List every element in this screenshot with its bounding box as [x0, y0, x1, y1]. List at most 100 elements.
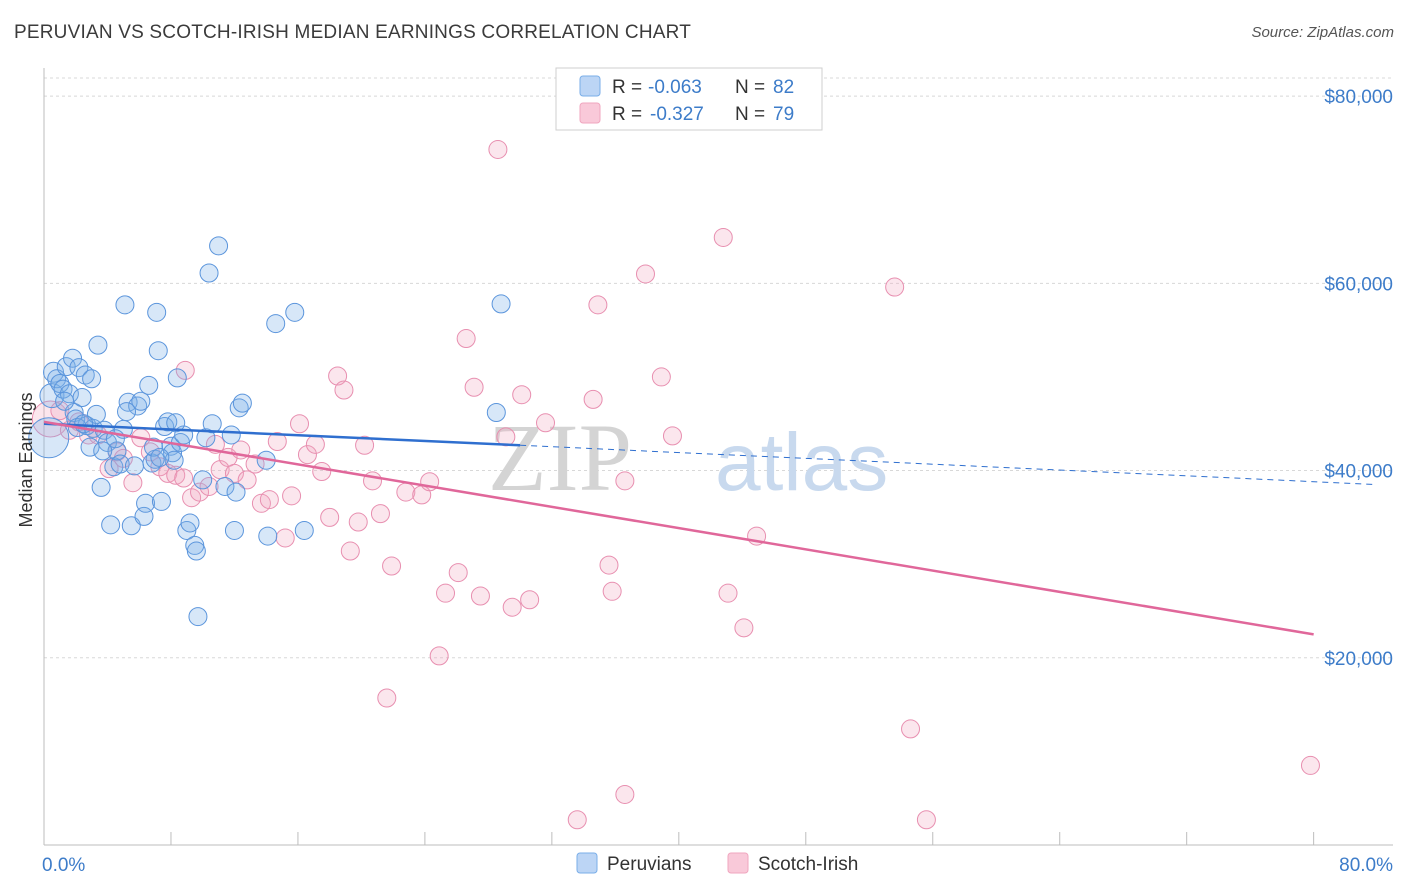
watermark-atlas: atlas — [715, 417, 888, 508]
peruvian-point-56 — [199, 263, 219, 283]
peruvian-point-52 — [186, 541, 206, 561]
y-tick-labels: $20,000 $40,000 $60,000 $80,000 — [1324, 87, 1393, 670]
peruvian-point-42 — [158, 412, 178, 432]
bottom-legend-peruvians: Peruvians — [607, 854, 692, 875]
correlation-legend: R = -0.063 N = 82 R = -0.327 N = 79 — [555, 67, 823, 131]
y-tick-label-3: $80,000 — [1324, 87, 1393, 108]
scotch-irish-point-34 — [305, 434, 325, 454]
scotch-irish-point-70 — [662, 426, 682, 446]
chart-title: PERUVIAN VS SCOTCH-IRISH MEDIAN EARNINGS… — [14, 22, 692, 43]
scotch-irish-point-71 — [713, 227, 733, 247]
peruvian-point-13 — [75, 365, 95, 385]
peruvian-point-59 — [215, 476, 235, 496]
scotch-irish-point-8 — [113, 448, 133, 468]
peruvian-point-18 — [88, 335, 108, 355]
y-axis-label: Median Earnings — [16, 392, 36, 527]
scotch-irish-point-51 — [448, 563, 468, 583]
scotch-irish-point-59 — [520, 590, 540, 610]
peruvian-point-76 — [144, 437, 164, 457]
scotch-irish-point-33 — [297, 445, 317, 465]
peruvian-point-64 — [232, 393, 252, 413]
scotch-irish-point-60 — [536, 413, 556, 433]
scotch-irish-point-32 — [290, 414, 310, 434]
legend-n-value-2: 79 — [773, 104, 794, 125]
scotch-irish-point-38 — [334, 380, 354, 400]
peruvian-point-30 — [124, 456, 144, 476]
peruvian-point-19 — [91, 477, 111, 497]
x-tick-label-min: 0.0% — [42, 855, 85, 876]
peruvian-point-11 — [69, 358, 89, 378]
scotch-irish-point-75 — [885, 277, 905, 297]
peruvian-point-34 — [136, 493, 156, 513]
peruvian-point-66 — [258, 526, 278, 546]
scotch-irish-point-55 — [488, 139, 508, 159]
peruvian-point-12 — [72, 388, 92, 408]
scotch-irish-point-72 — [718, 583, 738, 603]
scotch-irish-point-37 — [328, 366, 348, 386]
scotch-irish-point-25 — [237, 470, 257, 490]
peruvian-point-50 — [180, 513, 200, 533]
trend-lines — [43, 420, 1378, 636]
peruvian-point-27 — [115, 295, 135, 315]
legend-r-label-1: R = — [612, 77, 642, 98]
scotch-irish-point-49 — [429, 646, 449, 666]
legend-swatch-scotch-irish — [579, 102, 601, 124]
peruvian-point-57 — [202, 414, 222, 434]
y-tick-label-2: $60,000 — [1324, 274, 1393, 295]
scotch-irish-point-62 — [583, 389, 603, 409]
peruvian-point-9 — [64, 403, 84, 423]
scotch-irish-point-9 — [123, 473, 143, 493]
peruvian-point-71 — [491, 294, 511, 314]
scotch-irish-point-76 — [901, 719, 921, 739]
scotch-irish-point-64 — [599, 555, 619, 575]
bottom-legend-swatch-peruvians — [576, 852, 598, 874]
y-tick-label-1: $40,000 — [1324, 462, 1393, 483]
peruvian-point-25 — [110, 454, 130, 474]
peruvian-point-54 — [193, 470, 213, 490]
peruvian-point-17 — [86, 404, 106, 424]
peruvian-point-0 — [28, 417, 70, 459]
peruvian-point-32 — [131, 391, 151, 411]
peruvian-point-60 — [221, 425, 241, 445]
scotch-irish-point-45 — [382, 556, 402, 576]
scotch-irish-point-28 — [259, 490, 279, 510]
peruvian-point-39 — [148, 341, 168, 361]
peruvian-point-45 — [164, 450, 184, 470]
scotch-irish-point-18 — [190, 482, 210, 502]
peruvian-point-38 — [147, 302, 167, 322]
scotch-irish-point-65 — [602, 581, 622, 601]
scotch-irish-point-15 — [174, 468, 194, 488]
peruvian-point-1 — [39, 383, 65, 409]
scotch-irish-point-26 — [245, 454, 265, 474]
series-legend: Peruvians Scotch-Irish — [576, 852, 858, 875]
scotch-irish-points — [31, 139, 1320, 830]
scotch-irish-point-57 — [502, 597, 522, 617]
peruvian-point-29 — [121, 516, 141, 536]
peruvian-point-69 — [294, 520, 314, 540]
scotch-irish-point-67 — [615, 784, 635, 804]
scotch-irish-point-39 — [340, 541, 360, 561]
scotch-irish-point-54 — [470, 586, 490, 606]
peruvian-point-46 — [167, 368, 187, 388]
bottom-legend-swatch-scotch-irish — [727, 852, 749, 874]
peruvian-trend-line — [43, 422, 521, 447]
scotch-irish-point-63 — [588, 295, 608, 315]
scotch-irish-point-73 — [734, 618, 754, 638]
peruvian-point-67 — [266, 314, 286, 334]
peruvian-point-81 — [166, 413, 186, 433]
scotch-irish-trend-line — [43, 420, 1314, 636]
peruvian-point-77 — [55, 391, 75, 411]
peruvian-point-75 — [117, 402, 137, 422]
legend-n-label-1: N = — [735, 77, 765, 98]
peruvian-point-80 — [150, 447, 170, 467]
peruvian-point-68 — [285, 302, 305, 322]
scotch-irish-point-1 — [50, 401, 70, 421]
peruvian-point-55 — [196, 428, 216, 448]
peruvian-point-70 — [486, 403, 506, 423]
peruvian-point-35 — [139, 375, 159, 395]
scotch-irish-point-69 — [651, 367, 671, 387]
peruvian-point-15 — [80, 437, 100, 457]
scotch-irish-point-61 — [567, 810, 587, 830]
scotch-irish-point-35 — [312, 461, 332, 481]
